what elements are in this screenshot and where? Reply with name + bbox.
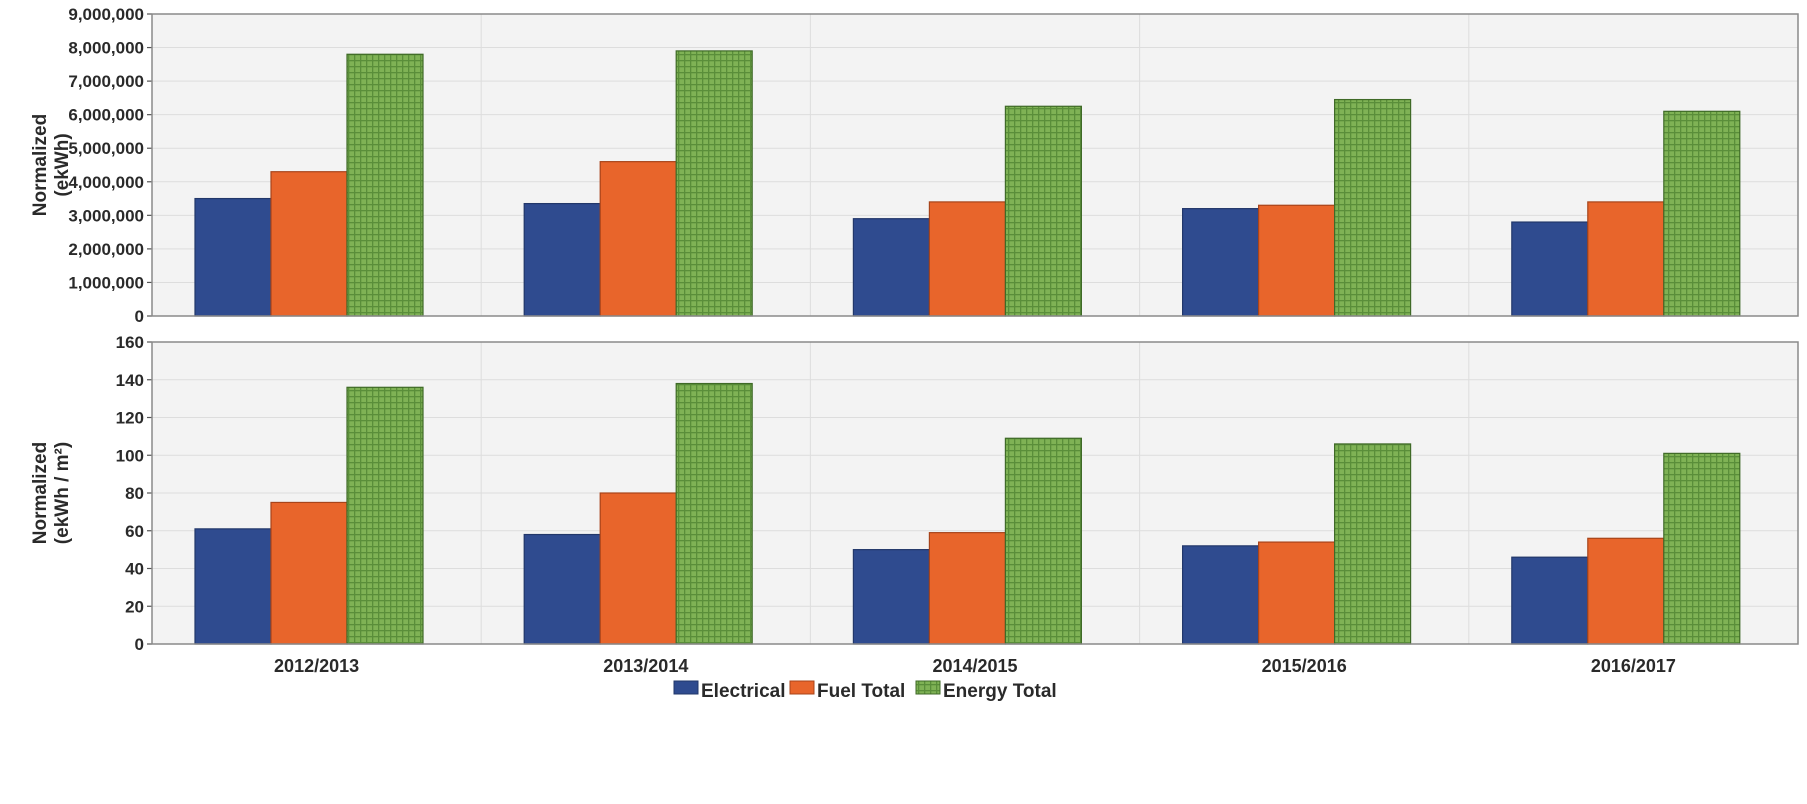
bar-fuel-total <box>270 171 348 317</box>
bar-energy-total <box>1004 437 1083 645</box>
legend-item-electrical: Electrical <box>673 680 786 702</box>
legend-label: Energy Total <box>943 681 1057 702</box>
x-tick-label: 2014/2015 <box>932 656 1017 676</box>
y-tick-label: 20 <box>125 597 144 616</box>
y-tick-label: 100 <box>116 446 144 465</box>
bar-fuel-total <box>928 201 1007 317</box>
x-tick-label: 2012/2013 <box>274 656 359 676</box>
legend: Electrical Fuel Total Energy Total <box>673 680 1057 702</box>
y-axis-label: Normalized(ekWh / m²) <box>30 442 73 544</box>
y-tick-label: 3,000,000 <box>68 206 144 225</box>
legend-swatch <box>915 680 941 695</box>
bar-electrical <box>1181 545 1260 645</box>
legend-item-energy-total: Energy Total <box>915 680 1057 702</box>
y-tick-label: 5,000,000 <box>68 139 144 158</box>
chart-panel-2: 0 20 40 60 80 100 120 140 160 Normalized(ekWh / m… <box>30 333 1799 654</box>
y-tick-label: 0 <box>135 635 144 654</box>
y-tick-label: 60 <box>125 522 144 541</box>
bar-electrical <box>1511 221 1589 317</box>
bar-fuel-total <box>1587 537 1665 645</box>
bar-fuel-total <box>1587 201 1665 317</box>
legend-label: Electrical <box>701 681 786 702</box>
bar-energy-total <box>346 53 424 317</box>
y-tick-label: 6,000,000 <box>68 106 144 125</box>
bar-electrical <box>852 549 931 645</box>
y-tick-label: 9,000,000 <box>68 5 144 24</box>
bar-energy-total <box>1663 452 1741 645</box>
y-tick-label: 40 <box>125 560 144 579</box>
bar-energy-total <box>346 386 424 645</box>
y-tick-label: 80 <box>125 484 144 503</box>
y-tick-label: 7,000,000 <box>68 72 144 91</box>
y-tick-label: 2,000,000 <box>68 240 144 259</box>
bar-electrical <box>523 202 601 317</box>
bar-electrical <box>523 533 601 645</box>
chart-panel-1: 0 1,000,000 2,000,000 3,000,000 4,000,000 5,0… <box>30 5 1799 326</box>
bar-energy-total <box>1333 98 1412 317</box>
legend-label: Fuel Total <box>817 681 905 702</box>
bar-electrical <box>194 197 272 317</box>
legend-swatch <box>789 680 815 695</box>
bar-fuel-total <box>270 501 348 645</box>
x-tick-label: 2015/2016 <box>1262 656 1347 676</box>
bar-electrical <box>1181 208 1260 317</box>
bar-electrical <box>852 218 931 317</box>
x-axis-categories: 2012/2013 2013/2014 2014/2015 2015/2016 2016… <box>274 656 1676 676</box>
bar-electrical <box>194 528 272 645</box>
y-tick-label: 1,000,000 <box>68 273 144 292</box>
plot-border <box>151 13 1799 317</box>
bar-energy-total <box>1333 443 1412 645</box>
y-tick-label: 4,000,000 <box>68 173 144 192</box>
legend-swatch <box>673 680 699 695</box>
y-axis-label: Normalized(ekWh) <box>30 114 73 216</box>
y-tick-label: 0 <box>135 307 144 326</box>
x-tick-label: 2013/2014 <box>603 656 688 676</box>
y-tick-label: 160 <box>116 333 144 352</box>
legend-item-fuel-total: Fuel Total <box>789 680 905 702</box>
y-tick-label: 120 <box>116 409 144 428</box>
bar-energy-total <box>1663 110 1741 317</box>
bar-energy-total <box>675 382 753 645</box>
bar-fuel-total <box>599 492 677 645</box>
y-tick-label: 140 <box>116 371 144 390</box>
bar-energy-total <box>1004 105 1083 317</box>
y-tick-label: 8,000,000 <box>68 39 144 58</box>
bar-electrical <box>1511 556 1589 645</box>
bar-fuel-total <box>1257 204 1336 317</box>
bar-fuel-total <box>1257 541 1336 645</box>
bar-fuel-total <box>928 532 1007 645</box>
plot-border <box>151 341 1799 645</box>
bar-fuel-total <box>599 161 677 317</box>
bar-energy-total <box>675 50 753 317</box>
x-tick-label: 2016/2017 <box>1591 656 1676 676</box>
